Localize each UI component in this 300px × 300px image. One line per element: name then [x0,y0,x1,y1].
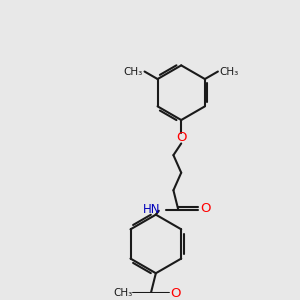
Text: O: O [200,202,210,215]
Text: CH₃: CH₃ [113,288,132,298]
Text: O: O [170,287,181,300]
Text: O: O [176,131,187,144]
Text: CH₃: CH₃ [123,67,142,76]
Text: CH₃: CH₃ [220,67,239,76]
Text: HN: HN [143,203,161,216]
